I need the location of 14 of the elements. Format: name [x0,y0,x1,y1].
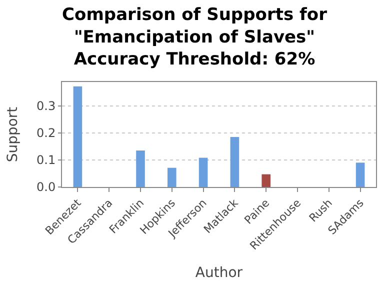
y-tick-label: 0.0 [36,180,56,194]
bar [73,86,82,187]
bar [136,150,145,187]
y-tick-label: 0.1 [36,153,56,168]
chart-title: Comparison of Supports for "Emancipation of Slaves" Accuracy Threshold: 62% [62,5,328,70]
y-tick-label: 0.2 [36,126,56,140]
y-axis-title: Support [5,106,22,162]
bar [356,162,365,187]
bar [198,158,208,187]
bar [230,136,240,187]
bar [262,174,270,187]
y-tick-label: 0.3 [36,99,56,114]
x-axis-title: Author [195,264,243,281]
bar [168,168,176,187]
